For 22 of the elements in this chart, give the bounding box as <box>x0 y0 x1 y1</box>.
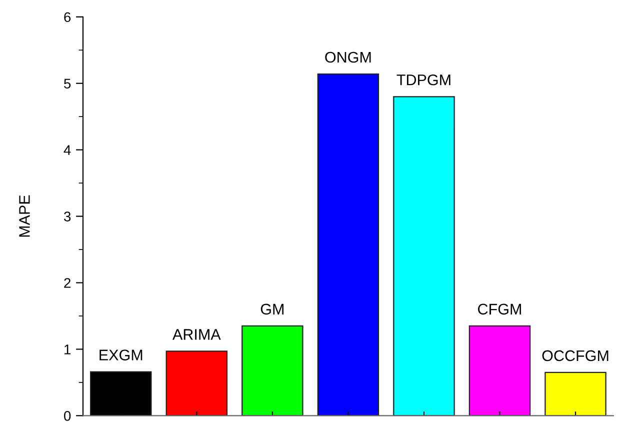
bar <box>544 372 606 416</box>
y-tick-label: 4 <box>64 145 71 155</box>
y-tick-label: 3 <box>64 212 71 222</box>
x-tick-label: ONGM <box>325 52 371 63</box>
bar <box>468 325 531 416</box>
y-tick-label: 0 <box>64 411 71 421</box>
x-tick-label: TDPGM <box>396 74 450 86</box>
y-tick-label: 6 <box>64 12 71 22</box>
x-tick-label: CFGM <box>478 304 521 315</box>
y-tick-label: 1 <box>64 344 71 354</box>
bar <box>393 96 455 416</box>
bar <box>90 371 152 416</box>
y-axis-title: MAPE <box>19 195 30 237</box>
y-tick-label: 5 <box>64 78 71 89</box>
x-tick-label: EXGM <box>100 350 142 360</box>
bar <box>317 73 380 416</box>
x-tick-label: OCCFGM <box>542 350 608 362</box>
bar <box>242 325 304 416</box>
bar <box>166 350 228 416</box>
x-tick-label: ARIMA <box>172 329 221 340</box>
x-tick-label: GM <box>260 304 284 315</box>
y-tick-label: 2 <box>64 278 70 288</box>
